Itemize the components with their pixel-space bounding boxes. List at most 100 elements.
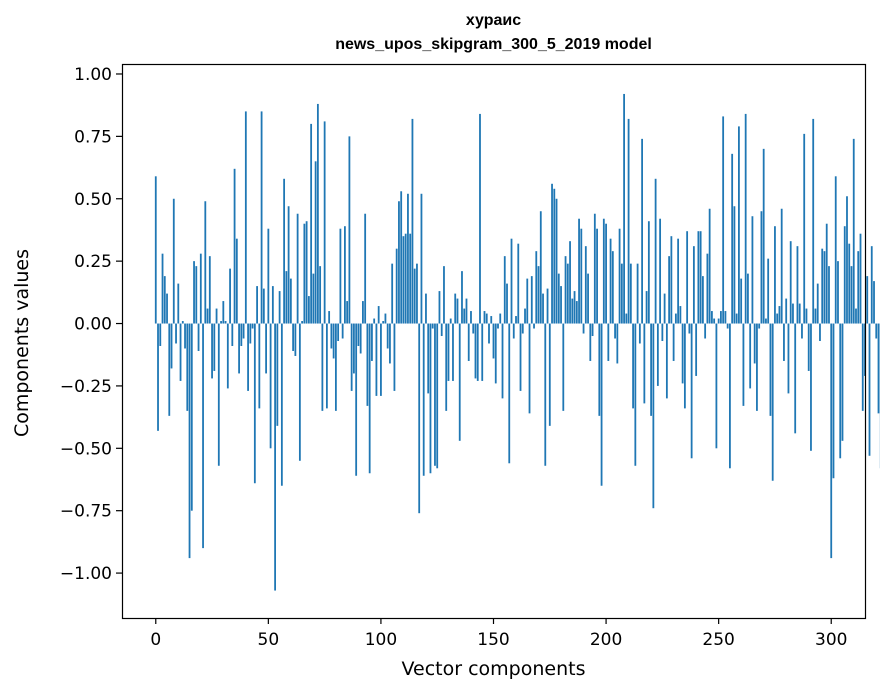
- bar: [526, 279, 528, 324]
- bar: [463, 309, 465, 324]
- x-tick-label: 250: [702, 630, 734, 650]
- bar: [265, 324, 267, 374]
- y-tick-label: −0.75: [60, 502, 112, 522]
- bar: [209, 256, 211, 323]
- bar: [666, 324, 668, 399]
- bar: [684, 324, 686, 409]
- bar: [213, 324, 215, 371]
- bar: [200, 254, 202, 324]
- bar: [378, 306, 380, 323]
- bar: [648, 221, 650, 323]
- bar: [403, 236, 405, 323]
- bar: [294, 324, 296, 356]
- bar: [743, 324, 745, 406]
- bar: [175, 324, 177, 344]
- bar: [842, 324, 844, 441]
- bar: [605, 224, 607, 324]
- bar: [484, 311, 486, 323]
- bar: [619, 229, 621, 324]
- bar: [247, 324, 249, 391]
- bar: [815, 309, 817, 324]
- bar: [398, 201, 400, 323]
- bar: [506, 284, 508, 324]
- bar: [157, 324, 159, 431]
- bar: [632, 324, 634, 409]
- bar: [785, 299, 787, 324]
- bar: [623, 94, 625, 324]
- bar: [497, 324, 499, 329]
- bar: [630, 264, 632, 324]
- bar: [276, 324, 278, 426]
- bar: [873, 281, 875, 323]
- bar: [288, 206, 290, 323]
- bar: [875, 324, 877, 339]
- bar: [862, 324, 864, 411]
- bar: [423, 324, 425, 476]
- bar: [218, 324, 220, 466]
- bar: [747, 274, 749, 324]
- bar: [544, 324, 546, 466]
- bar: [443, 266, 445, 323]
- y-tick-label: 0.25: [74, 252, 112, 272]
- x-tick-label: 150: [477, 630, 509, 650]
- bar: [727, 324, 729, 329]
- bar: [434, 324, 436, 466]
- bar: [488, 324, 490, 344]
- bar: [330, 324, 332, 349]
- bar: [346, 301, 348, 323]
- bar: [551, 184, 553, 324]
- x-axis-label: Vector components: [122, 658, 865, 680]
- bar: [358, 324, 360, 346]
- bar: [270, 324, 272, 449]
- bar: [520, 324, 522, 391]
- bar: [722, 116, 724, 323]
- bar: [376, 324, 378, 396]
- bar: [754, 324, 756, 364]
- bar: [535, 251, 537, 323]
- x-tick-label: 300: [815, 630, 847, 650]
- bar: [184, 324, 186, 349]
- bar: [824, 251, 826, 323]
- bar: [328, 311, 330, 323]
- bar: [693, 246, 695, 323]
- bar: [472, 324, 474, 334]
- bar: [704, 324, 706, 339]
- bar: [686, 231, 688, 323]
- bar: [628, 119, 630, 324]
- bar: [315, 161, 317, 323]
- bar: [594, 214, 596, 324]
- y-tick-label: 0.50: [74, 190, 112, 210]
- bar: [360, 324, 362, 354]
- bar: [220, 321, 222, 324]
- bar: [475, 324, 477, 379]
- bar: [303, 224, 305, 324]
- bar: [182, 321, 184, 324]
- bar: [333, 324, 335, 359]
- bar: [844, 226, 846, 323]
- bar: [542, 294, 544, 324]
- bar: [180, 324, 182, 381]
- bar: [477, 324, 479, 381]
- bar: [598, 324, 600, 416]
- x-tick-label: 50: [258, 630, 280, 650]
- bar: [616, 324, 618, 364]
- bar: [670, 236, 672, 323]
- bar: [195, 266, 197, 323]
- bar: [797, 246, 799, 323]
- bar: [855, 309, 857, 324]
- bar: [306, 221, 308, 323]
- bar: [409, 234, 411, 324]
- bar: [351, 324, 353, 391]
- bar: [621, 264, 623, 324]
- bar: [292, 324, 294, 351]
- bar: [445, 324, 447, 411]
- bar: [204, 201, 206, 323]
- bar: [371, 324, 373, 361]
- bar: [481, 324, 483, 381]
- bar: [362, 301, 364, 323]
- bar: [389, 324, 391, 364]
- bar: [457, 299, 459, 324]
- bar: [168, 324, 170, 416]
- bar: [173, 199, 175, 324]
